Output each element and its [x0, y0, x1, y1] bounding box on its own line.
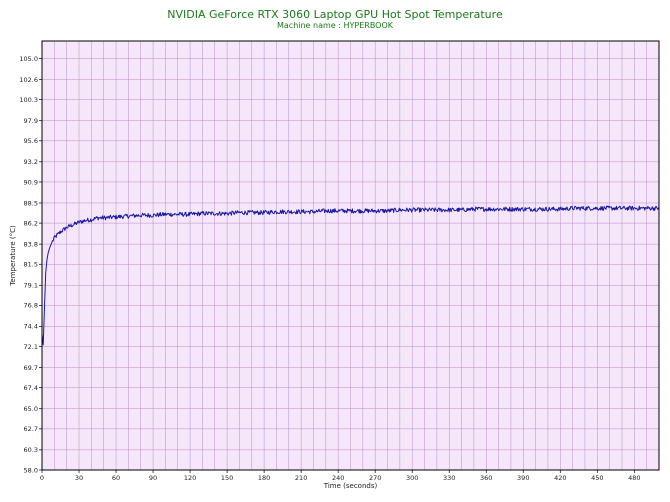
y-tick-label: 83.8 — [24, 240, 38, 248]
x-tick-label: 480 — [628, 474, 640, 482]
tick-layer: 0 30 60 90 120 150 180 210 240 270 300 330 360 390 420… — [19, 55, 640, 482]
y-tick-label: 72.1 — [24, 343, 38, 351]
y-tick-label: 74.4 — [24, 323, 38, 331]
x-tick-label: 150 — [221, 474, 233, 482]
x-tick-label: 60 — [112, 474, 120, 482]
y-tick-label: 76.8 — [24, 302, 38, 310]
x-tick-label: 180 — [258, 474, 270, 482]
x-tick-label: 0 — [40, 474, 44, 482]
chart-subtitle: Machine name : HYPERBOOK — [276, 21, 394, 30]
x-tick-label: 450 — [591, 474, 603, 482]
x-tick-label: 330 — [443, 474, 455, 482]
y-tick-label: 102.6 — [19, 76, 38, 84]
y-tick-label: 62.7 — [24, 425, 38, 433]
series-layer — [41, 205, 660, 346]
x-axis-title: Time (seconds) — [323, 482, 378, 490]
x-tick-label: 300 — [406, 474, 418, 482]
y-tick-label: 93.2 — [24, 158, 38, 166]
x-tick-label: 390 — [517, 474, 529, 482]
y-tick-label: 67.4 — [24, 384, 38, 392]
y-tick-label: 88.5 — [24, 199, 38, 207]
y-tick-label: 79.1 — [24, 282, 38, 290]
y-tick-label: 95.6 — [24, 137, 38, 145]
y-tick-label: 60.3 — [24, 446, 38, 454]
x-tick-label: 120 — [184, 474, 196, 482]
y-tick-label: 86.2 — [24, 219, 38, 227]
y-tick-label: 105.0 — [19, 55, 38, 63]
x-tick-label: 360 — [480, 474, 492, 482]
plot-frame — [41, 40, 660, 471]
y-tick-label: 97.9 — [24, 117, 38, 125]
y-tick-label: 90.9 — [24, 178, 38, 186]
y-tick-label: 81.5 — [24, 261, 38, 269]
y-tick-label: 100.3 — [19, 96, 38, 104]
series-line — [41, 205, 660, 346]
x-tick-label: 90 — [149, 474, 157, 482]
x-tick-label: 240 — [332, 474, 344, 482]
x-tick-label: 210 — [295, 474, 307, 482]
y-tick-label: 58.0 — [24, 466, 38, 474]
x-tick-label: 420 — [554, 474, 566, 482]
y-tick-label: 65.0 — [24, 405, 38, 413]
chart-title: NVIDIA GeForce RTX 3060 Laptop GPU Hot S… — [167, 8, 503, 21]
y-tick-label: 69.7 — [24, 364, 38, 372]
y-axis-title: Temperature (°C) — [9, 225, 17, 287]
grid-lines — [42, 41, 659, 470]
x-tick-label: 270 — [369, 474, 381, 482]
x-tick-label: 30 — [75, 474, 83, 482]
